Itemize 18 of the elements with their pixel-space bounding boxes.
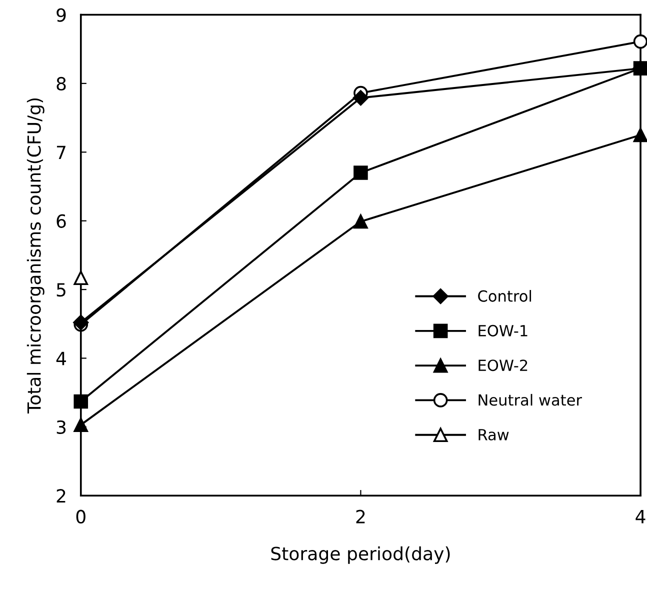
y-axis-title: Total microorganisms count(CFU/g) [26,98,44,414]
x-tick-label: 4 [636,510,646,524]
y-tick-label: 6 [56,214,66,228]
x-axis-title: Storage period(day) [271,546,450,564]
y-tick-label: 4 [56,352,66,366]
legend-label: Control [478,290,532,302]
legend-label: EOW-1 [478,324,528,336]
x-tick-label: 2 [356,510,365,524]
legend-label: Raw [478,429,509,440]
x-tick-label: 0 [76,510,86,524]
y-tick-label: 2 [56,489,66,502]
legend-label: Neutral water [478,394,582,406]
legend-label: EOW-2 [478,360,528,372]
y-tick-label: 7 [56,146,66,159]
y-tick-label: 8 [56,76,66,91]
y-tick-label: 3 [56,420,66,434]
y-tick-label: 9 [56,8,66,22]
y-tick-label: 5 [56,283,66,297]
